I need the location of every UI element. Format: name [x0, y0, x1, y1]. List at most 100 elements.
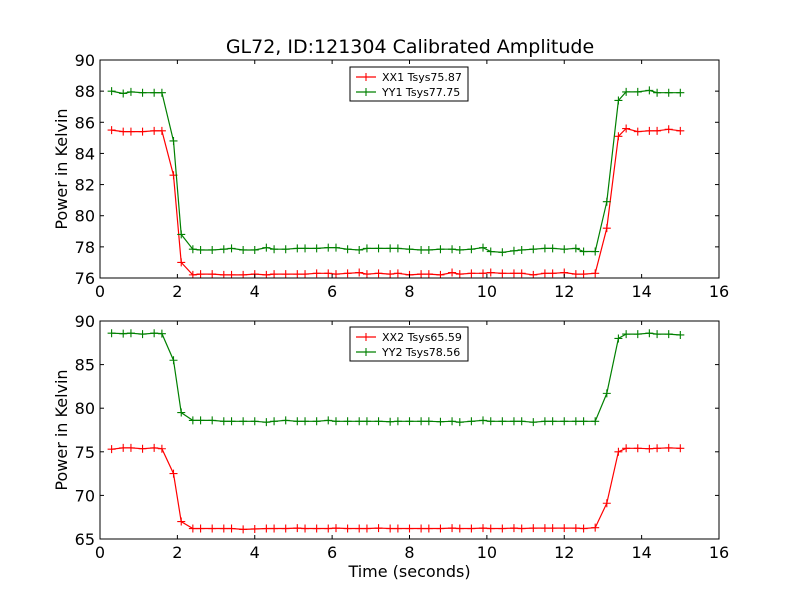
data-point	[138, 88, 147, 97]
data-point	[676, 126, 685, 135]
x-tick-label: 12	[554, 543, 574, 562]
x-tick-label: 12	[554, 282, 574, 301]
data-point	[645, 444, 654, 453]
data-point	[540, 244, 549, 253]
data-point	[362, 417, 371, 426]
data-point	[196, 524, 205, 533]
data-point	[540, 269, 549, 278]
legend-label: XX1 Tsys75.87	[382, 71, 462, 84]
data-point	[157, 329, 166, 338]
data-point	[517, 269, 526, 278]
data-point	[455, 270, 464, 278]
data-point	[107, 87, 116, 96]
data-point	[602, 389, 611, 398]
y-tick-label: 85	[75, 356, 95, 375]
data-point	[150, 88, 159, 97]
data-point	[196, 270, 205, 278]
data-point	[486, 524, 495, 533]
data-point	[312, 524, 321, 533]
y-tick-label: 78	[75, 238, 95, 257]
data-point	[467, 245, 476, 254]
data-point	[548, 269, 557, 278]
data-point	[150, 329, 159, 338]
data-point	[312, 244, 321, 253]
data-point	[417, 270, 426, 278]
series-YY1 Tsys77.75	[107, 86, 685, 257]
data-point	[208, 416, 217, 425]
data-point	[614, 334, 623, 343]
x-tick-label: 16	[709, 282, 729, 301]
data-point	[417, 417, 426, 426]
data-point	[486, 247, 495, 256]
legend-label: XX2 Tsys65.59	[382, 331, 462, 344]
data-point	[250, 245, 259, 254]
data-point	[424, 417, 433, 426]
series-YY2 Tsys78.56	[107, 329, 685, 427]
data-point	[579, 524, 588, 533]
y-tick-label: 80	[75, 207, 95, 226]
data-point	[664, 88, 673, 97]
data-point	[355, 245, 364, 254]
data-point	[540, 524, 549, 533]
data-point	[107, 445, 116, 454]
data-point	[591, 247, 600, 256]
data-point	[386, 524, 395, 533]
data-point	[331, 524, 340, 533]
data-point	[424, 245, 433, 254]
data-point	[664, 330, 673, 339]
data-point	[633, 330, 642, 339]
data-point	[529, 245, 538, 254]
data-point	[509, 246, 518, 255]
data-point	[467, 417, 476, 426]
data-point	[293, 244, 302, 253]
data-point	[622, 444, 631, 453]
data-point	[227, 524, 236, 533]
data-point	[196, 245, 205, 254]
data-point	[653, 444, 662, 453]
data-point	[301, 270, 310, 278]
data-point	[424, 270, 433, 278]
data-point	[424, 524, 433, 533]
data-point	[436, 245, 445, 254]
legend-marker	[362, 333, 370, 341]
data-point	[343, 245, 352, 254]
data-point	[560, 524, 569, 533]
data-point	[177, 517, 186, 526]
data-point	[479, 269, 488, 278]
data-point	[448, 417, 457, 426]
data-point	[312, 269, 321, 278]
data-point	[455, 418, 464, 427]
data-point	[270, 245, 279, 254]
data-point	[126, 127, 135, 136]
data-point	[169, 136, 178, 145]
data-point	[614, 447, 623, 456]
data-point	[324, 416, 333, 425]
data-point	[331, 243, 340, 252]
x-tick-label: 10	[477, 543, 497, 562]
data-point	[436, 417, 445, 426]
data-point	[126, 87, 135, 96]
data-point	[107, 329, 116, 338]
data-point	[509, 417, 518, 426]
data-point	[455, 524, 464, 533]
x-tick-label: 4	[250, 282, 260, 301]
data-point	[157, 126, 166, 135]
legend-marker	[362, 88, 370, 96]
data-point	[262, 418, 271, 427]
top-plot: 0 2 4 6 8 10 12 14 16 76 78 80 82 84 86 88 90 Power in Ke…	[52, 51, 729, 301]
data-point	[219, 417, 228, 426]
legend-box	[349, 326, 469, 362]
data-point	[227, 417, 236, 426]
data-point	[602, 224, 611, 233]
x-tick-label: 4	[250, 543, 260, 562]
data-point	[281, 245, 290, 254]
data-point	[602, 499, 611, 508]
data-point	[331, 270, 340, 278]
data-point	[293, 524, 302, 533]
legend: XX1 Tsys75.87 YY1 Tsys77.75	[349, 66, 469, 102]
x-axis-label: Time (seconds)	[347, 562, 470, 581]
data-point	[293, 270, 302, 278]
data-point	[548, 417, 557, 426]
data-point	[281, 270, 290, 278]
data-point	[571, 417, 580, 426]
